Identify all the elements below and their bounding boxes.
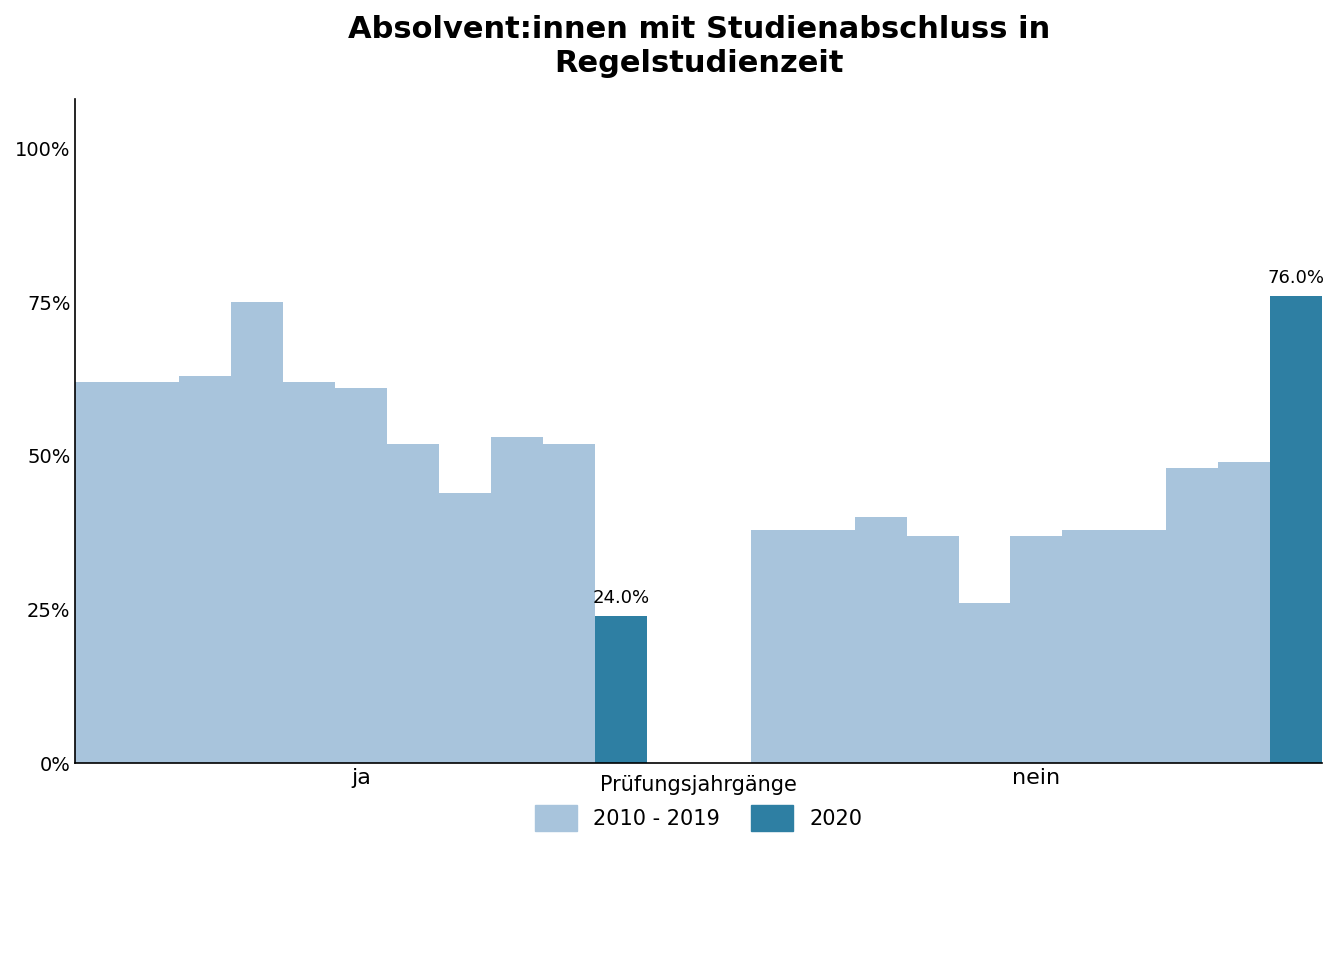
Bar: [802, 530, 855, 763]
Bar: [128, 382, 179, 763]
Bar: [1167, 468, 1218, 763]
Bar: [387, 444, 439, 763]
Bar: [491, 438, 543, 763]
Bar: [958, 604, 1011, 763]
Bar: [231, 302, 284, 763]
Text: 76.0%: 76.0%: [1267, 269, 1325, 287]
Bar: [595, 615, 646, 763]
Bar: [1063, 530, 1114, 763]
Text: 24.0%: 24.0%: [593, 588, 649, 607]
Bar: [907, 536, 958, 763]
Bar: [1218, 462, 1270, 763]
Bar: [855, 517, 907, 763]
Bar: [335, 388, 387, 763]
Bar: [1114, 530, 1167, 763]
Bar: [1011, 536, 1063, 763]
Bar: [543, 444, 595, 763]
Bar: [1270, 296, 1322, 763]
Bar: [179, 376, 231, 763]
Bar: [75, 382, 128, 763]
Bar: [439, 492, 491, 763]
Legend: 2010 - 2019, 2020: 2010 - 2019, 2020: [527, 767, 871, 839]
Bar: [751, 530, 802, 763]
Bar: [284, 382, 335, 763]
Title: Absolvent:innen mit Studienabschluss in
Regelstudienzeit: Absolvent:innen mit Studienabschluss in …: [348, 15, 1050, 78]
